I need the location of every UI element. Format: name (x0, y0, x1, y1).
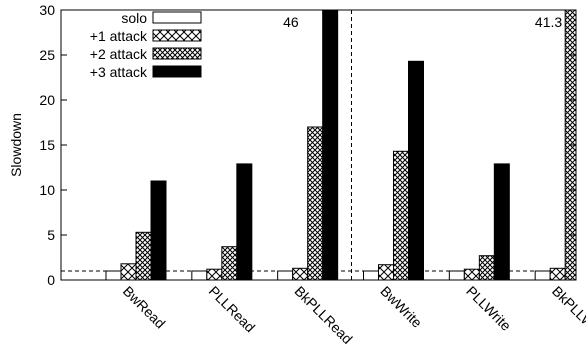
bar (277, 270, 294, 280)
y-axis-label: Slowdown (8, 113, 24, 177)
legend-swatch (152, 65, 202, 78)
bar (307, 126, 324, 280)
clipped-value-label: 41.3 (535, 14, 562, 30)
legend-label: +3 attack (90, 64, 148, 80)
bar (105, 270, 122, 280)
y-tick-label: 30 (39, 2, 55, 18)
y-tick-label: 25 (39, 47, 55, 63)
legend-swatch (152, 47, 202, 60)
bar (135, 231, 152, 280)
bar (221, 246, 238, 280)
bar (408, 60, 424, 280)
bar (534, 270, 551, 280)
bar (378, 264, 394, 280)
bar (393, 150, 409, 280)
category-label: PLLRead (206, 283, 259, 336)
bar (463, 268, 480, 280)
bar (493, 163, 510, 280)
bar (206, 268, 223, 280)
y-tick-label: 15 (39, 137, 55, 153)
bar (363, 270, 379, 280)
y-tick-label: 10 (39, 182, 55, 198)
bar (292, 267, 309, 280)
y-tick-label: 0 (47, 272, 55, 288)
legend-label: +2 attack (90, 46, 148, 62)
legend-label: +1 attack (90, 28, 148, 44)
category-label: BwWrite (377, 283, 425, 331)
category-label: BkPLLRead (292, 283, 356, 347)
category-label: BwRead (120, 283, 169, 332)
legend-swatch (152, 29, 202, 42)
bar (580, 10, 586, 280)
bar (236, 163, 253, 280)
bar (150, 180, 167, 280)
y-tick-label: 5 (47, 227, 55, 243)
clipped-value-label: 46 (283, 14, 299, 30)
category-label: PLLWrite (463, 283, 514, 334)
legend-swatch (152, 11, 202, 24)
category-label: BkPLLWrite (549, 283, 586, 346)
legend-label: solo (121, 10, 147, 26)
bar (448, 270, 465, 280)
bar (549, 267, 566, 280)
legend: solo +1 attack +2 attack +3 attack (90, 10, 202, 80)
bar (191, 270, 208, 280)
axis-layer (60, 9, 577, 281)
bar (322, 10, 339, 280)
y-tick-label: 20 (39, 92, 55, 108)
bar (478, 255, 495, 280)
bar (120, 263, 137, 280)
